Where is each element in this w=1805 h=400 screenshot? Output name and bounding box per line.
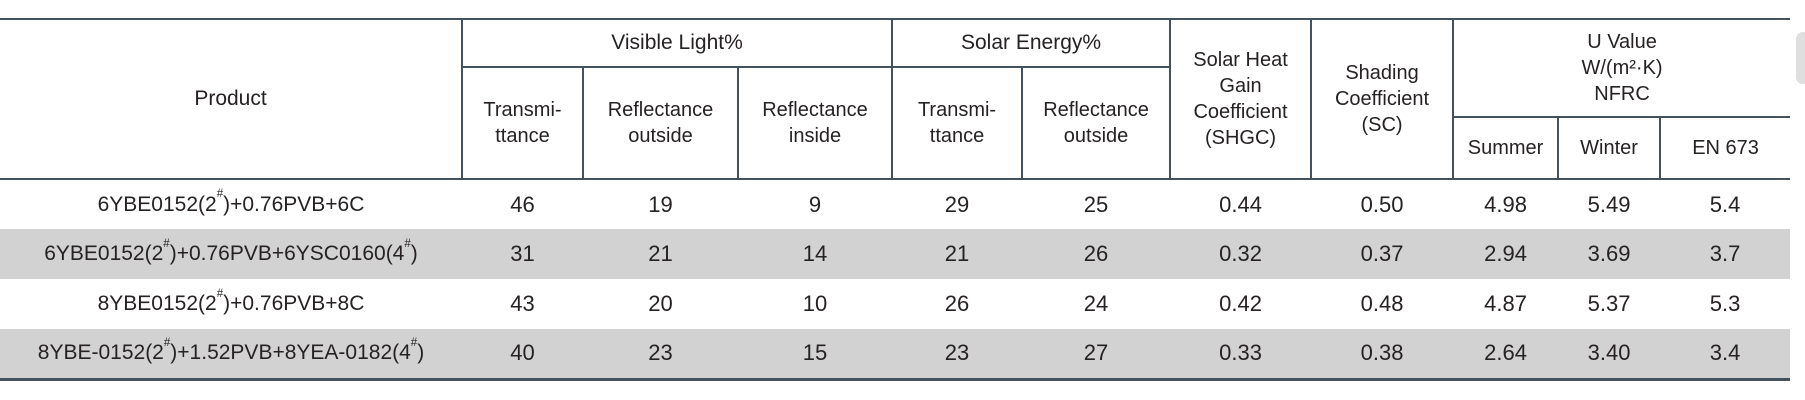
cell-se-reflectance-outside: 26: [1022, 229, 1171, 279]
cell-u-en673: 5.3: [1709, 291, 1741, 316]
cell-vl-transmittance: 43: [510, 291, 535, 316]
cell-u-winter: 5.49: [1587, 191, 1631, 217]
cell-se-transmittance: 26: [944, 291, 970, 316]
header-se-reflectance-outside: Reflectance outside: [1021, 67, 1171, 180]
cell-vl-reflectance-inside: 15: [738, 329, 893, 381]
header-u-en673: EN 673: [1659, 117, 1791, 180]
cell-vl-transmittance: 31: [462, 229, 583, 279]
cell-u-summer: 2.94: [1453, 229, 1559, 279]
cell-shgc: 0.42: [1219, 291, 1262, 316]
header-vl-reflectance-inside: Reflectance inside: [736, 67, 893, 180]
scrollbar-thumb[interactable]: [1796, 32, 1805, 84]
cell-se-reflectance-outside: 25: [1083, 191, 1109, 217]
header-shading-coefficient: Shading Coefficient (SC): [1310, 18, 1454, 180]
table-row: 8YBE0152(2#)+0.76PVB+8C 43 20 10 26 24 0…: [0, 279, 1790, 329]
cell-vl-reflectance-outside: 21: [583, 229, 738, 279]
header-group-u-value: U Value W/(m²·K) NFRC: [1452, 18, 1791, 118]
cell-shgc: 0.32: [1170, 229, 1312, 279]
cell-sc: 0.37: [1311, 229, 1454, 279]
cell-vl-reflectance-inside: 14: [738, 229, 893, 279]
product-name: 8YBE-0152(2#)+1.52PVB+8YEA-0182(4#): [0, 329, 462, 381]
product-name: 8YBE0152(2#)+0.76PVB+8C: [97, 287, 365, 315]
cell-u-summer: 4.87: [1484, 291, 1527, 316]
cell-u-en673: 3.7: [1660, 229, 1791, 279]
cell-u-en673: 3.4: [1660, 329, 1791, 381]
cell-vl-reflectance-inside: 10: [802, 291, 828, 316]
cell-sc: 0.50: [1360, 191, 1404, 217]
cell-se-transmittance: 21: [892, 229, 1023, 279]
cell-se-reflectance-outside: 27: [1022, 329, 1171, 381]
cell-vl-reflectance-outside: 19: [648, 191, 673, 217]
cell-u-winter: 3.69: [1558, 229, 1661, 279]
glass-performance-table: Product Visible Light% Solar Energy% Sol…: [0, 18, 1791, 381]
cell-sc: 0.48: [1360, 291, 1404, 316]
cell-u-summer: 2.64: [1453, 329, 1559, 381]
cell-shgc: 0.33: [1170, 329, 1312, 381]
table-row: 6YBE0152(2#)+0.76PVB+6YSC0160(4#) 31 21 …: [0, 229, 1791, 279]
table-row: 8YBE-0152(2#)+1.52PVB+8YEA-0182(4#) 40 2…: [0, 329, 1791, 381]
product-name: 6YBE0152(2#)+0.76PVB+6YSC0160(4#): [0, 229, 462, 279]
header-product: Product: [0, 18, 462, 180]
header-group-visible-light: Visible Light%: [460, 18, 893, 68]
header-vl-reflectance-outside: Reflectance outside: [582, 67, 738, 180]
cell-shgc: 0.44: [1219, 191, 1262, 217]
cell-u-summer: 4.98: [1484, 191, 1527, 217]
cell-vl-reflectance-outside: 20: [648, 291, 673, 316]
header-group-solar-energy: Solar Energy%: [891, 18, 1171, 68]
cell-u-winter: 3.40: [1558, 329, 1661, 381]
product-name: 6YBE0152(2#)+0.76PVB+6C: [97, 188, 365, 216]
cell-u-winter: 5.37: [1587, 291, 1631, 316]
header-vl-transmittance: Transmi- ttance: [461, 67, 583, 180]
cell-vl-transmittance: 40: [462, 329, 583, 381]
header-u-winter: Winter: [1557, 117, 1661, 180]
cell-vl-reflectance-inside: 9: [808, 191, 822, 217]
cell-se-transmittance: 23: [892, 329, 1023, 381]
header-shgc: Solar Heat Gain Coefficient (SHGC): [1169, 18, 1312, 180]
cell-se-reflectance-outside: 24: [1083, 291, 1109, 316]
header-se-transmittance: Transmi- ttance: [891, 67, 1023, 180]
cell-se-transmittance: 29: [944, 191, 970, 217]
cell-vl-transmittance: 46: [510, 191, 535, 217]
cell-sc: 0.38: [1311, 329, 1454, 381]
header-u-summer: Summer: [1452, 117, 1559, 180]
table-row: 6YBE0152(2#)+0.76PVB+6C 46 19 9 29 25 0.…: [0, 179, 1790, 229]
cell-u-en673: 5.4: [1709, 191, 1741, 217]
cell-vl-reflectance-outside: 23: [583, 329, 738, 381]
